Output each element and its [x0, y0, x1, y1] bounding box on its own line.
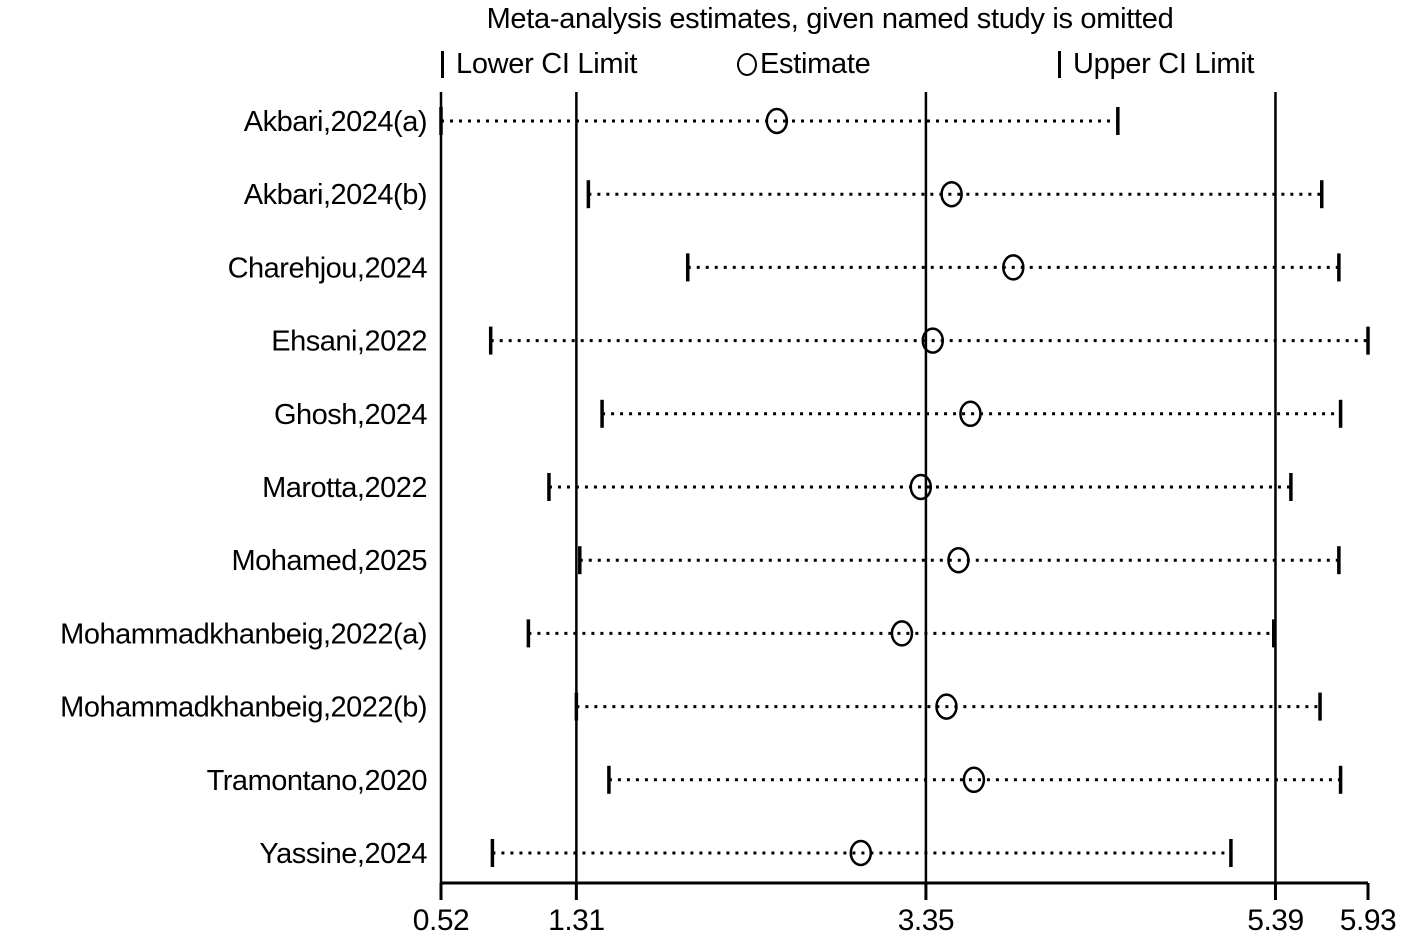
estimate-marker	[947, 546, 970, 574]
estimate-marker	[890, 620, 914, 647]
estimate-marker	[921, 327, 945, 354]
estimate-circle-icon	[737, 52, 757, 76]
legend-item-upper-ci: Upper CI Limit	[1058, 46, 1254, 82]
study-label: Marotta,2022	[262, 472, 427, 504]
study-label: Akbari,2024(a)	[244, 106, 427, 138]
x-axis-tick-label: 0.52	[413, 904, 469, 937]
study-label: Ehsani,2022	[271, 326, 427, 358]
estimate-marker	[959, 400, 982, 428]
study-label: Ghosh,2024	[274, 399, 427, 431]
legend-item-estimate: Estimate	[737, 46, 871, 82]
estimate-marker	[935, 693, 958, 720]
x-axis-tick-label: 3.35	[898, 904, 954, 937]
chart-title: Meta-analysis estimates, given named stu…	[486, 3, 1174, 35]
estimate-marker	[1002, 254, 1025, 281]
study-label: Mohammadkhanbeig,2022(b)	[60, 692, 427, 724]
study-label: Charehjou,2024	[228, 252, 428, 284]
estimate-marker	[940, 180, 963, 208]
legend-item-lower-ci: Lower CI Limit	[441, 46, 637, 82]
x-axis-tick-label: 1.31	[548, 904, 604, 937]
x-axis-tick-label: 5.39	[1247, 904, 1303, 937]
study-label: Mohammadkhanbeig,2022(a)	[60, 618, 427, 650]
legend-label-lower-ci: Lower CI Limit	[456, 47, 638, 80]
study-label: Yassine,2024	[259, 838, 427, 870]
study-label: Tramontano,2020	[207, 765, 427, 797]
estimate-marker	[909, 473, 933, 501]
upper-ci-tick-icon	[1058, 50, 1061, 78]
lower-ci-tick-icon	[441, 50, 444, 78]
estimate-marker	[765, 107, 789, 135]
x-axis-tick-label: 5.93	[1340, 904, 1396, 937]
study-label: Akbari,2024(b)	[244, 179, 427, 211]
legend-label-upper-ci: Upper CI Limit	[1073, 47, 1255, 80]
estimate-marker	[849, 839, 873, 867]
legend-label-estimate: Estimate	[760, 47, 871, 80]
study-label: Mohamed,2025	[231, 545, 427, 577]
estimate-marker	[962, 766, 986, 794]
